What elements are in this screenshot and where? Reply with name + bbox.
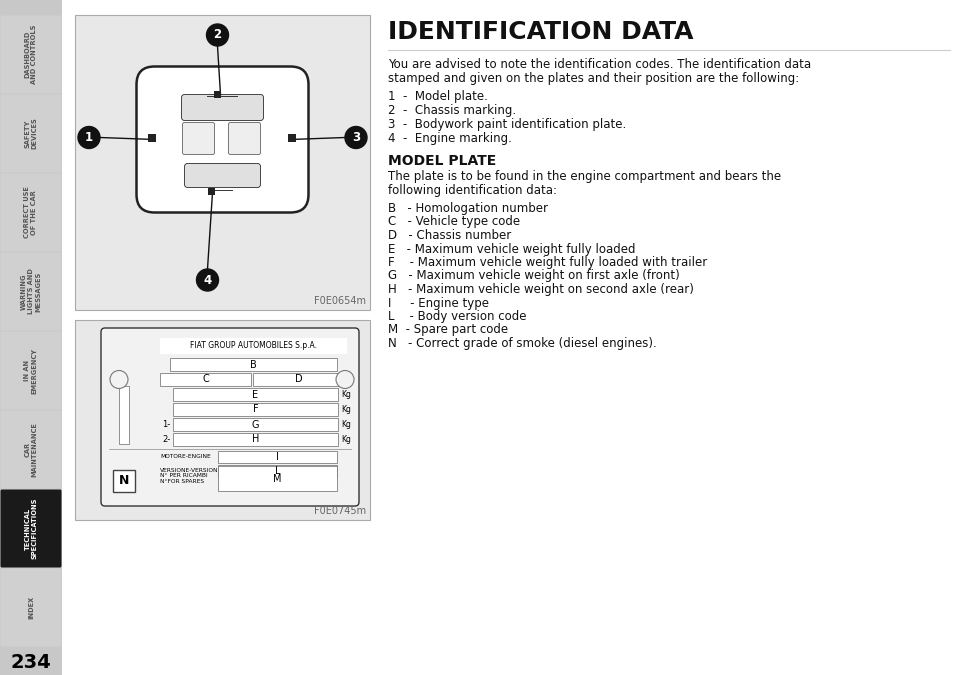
Text: E: E (253, 389, 258, 400)
Text: CAR
MAINTENANCE: CAR MAINTENANCE (25, 422, 37, 477)
Circle shape (206, 24, 229, 46)
Bar (149, 134, 156, 142)
Text: F0E0654m: F0E0654m (314, 296, 366, 306)
FancyBboxPatch shape (101, 328, 358, 506)
Bar (75, 320, 370, 520)
Text: D: D (295, 375, 303, 385)
Text: 4: 4 (203, 273, 212, 286)
Bar (172, 388, 337, 401)
Circle shape (110, 371, 128, 389)
Text: FIAT GROUP AUTOMOBILES S.p.A.: FIAT GROUP AUTOMOBILES S.p.A. (190, 342, 316, 350)
FancyBboxPatch shape (181, 95, 263, 121)
Text: You are advised to note the identification codes. The identification data: You are advised to note the identificati… (388, 58, 810, 71)
Text: E   - Maximum vehicle weight fully loaded: E - Maximum vehicle weight fully loaded (388, 242, 635, 256)
Text: VERSIONE-VERSION: VERSIONE-VERSION (160, 468, 218, 473)
Text: I: I (275, 452, 278, 462)
Text: N: N (119, 475, 129, 487)
FancyBboxPatch shape (1, 489, 61, 568)
FancyBboxPatch shape (229, 122, 260, 155)
Text: G   - Maximum vehicle weight on first axle (front): G - Maximum vehicle weight on first axle… (388, 269, 679, 283)
Bar (75, 15, 370, 310)
FancyBboxPatch shape (1, 252, 61, 331)
Bar (0, 0, 62, 675)
Text: MOTORE-ENGINE: MOTORE-ENGINE (160, 454, 211, 460)
Circle shape (78, 126, 100, 148)
FancyBboxPatch shape (184, 163, 260, 188)
Circle shape (345, 126, 367, 148)
Text: M  - Spare part code: M - Spare part code (388, 323, 508, 337)
Text: B: B (250, 360, 256, 369)
Bar (218, 465, 336, 477)
Bar (209, 188, 215, 194)
Text: MODEL PLATE: MODEL PLATE (388, 154, 496, 168)
Bar (170, 358, 336, 371)
Text: 3  -  Bodywork paint identification plate.: 3 - Bodywork paint identification plate. (388, 118, 625, 131)
Text: B   - Homologation number: B - Homologation number (388, 202, 547, 215)
FancyBboxPatch shape (1, 95, 61, 173)
Text: SAFETY
DEVICES: SAFETY DEVICES (25, 117, 37, 149)
Bar (160, 338, 347, 354)
Text: Kg: Kg (340, 405, 351, 414)
Text: H   - Maximum vehicle weight on second axle (rear): H - Maximum vehicle weight on second axl… (388, 283, 693, 296)
FancyBboxPatch shape (136, 67, 308, 213)
Text: Kg: Kg (340, 420, 351, 429)
Circle shape (196, 269, 218, 291)
Text: TECHNICAL
SPECIFICATIONS: TECHNICAL SPECIFICATIONS (25, 498, 37, 559)
Text: H: H (252, 435, 259, 445)
Text: 2: 2 (213, 28, 221, 41)
FancyBboxPatch shape (1, 173, 61, 252)
Bar (218, 451, 336, 463)
Bar (214, 90, 221, 97)
Bar (172, 418, 337, 431)
FancyBboxPatch shape (182, 122, 214, 155)
Text: G: G (252, 419, 259, 429)
Text: M: M (273, 473, 281, 483)
Text: D   - Chassis number: D - Chassis number (388, 229, 511, 242)
Text: CORRECT USE
OF THE CAR: CORRECT USE OF THE CAR (25, 186, 37, 238)
Bar (288, 134, 296, 142)
Text: I     - Engine type: I - Engine type (388, 296, 489, 310)
Text: 1-: 1- (162, 420, 170, 429)
Bar (172, 433, 337, 446)
Circle shape (335, 371, 354, 389)
FancyBboxPatch shape (1, 331, 61, 410)
Bar (160, 373, 252, 386)
Text: Kg: Kg (340, 390, 351, 399)
Bar (218, 466, 336, 491)
Text: C   - Vehicle type code: C - Vehicle type code (388, 215, 519, 229)
Text: Kg: Kg (340, 435, 351, 444)
FancyBboxPatch shape (1, 410, 61, 489)
Text: following identification data:: following identification data: (388, 184, 557, 197)
Text: WARNING
LIGHTS AND
MESSAGES: WARNING LIGHTS AND MESSAGES (21, 269, 41, 315)
Text: 1: 1 (85, 131, 93, 144)
Text: 4  -  Engine marking.: 4 - Engine marking. (388, 132, 512, 145)
Text: The plate is to be found in the engine compartment and bears the: The plate is to be found in the engine c… (388, 170, 781, 183)
Bar (119, 386, 129, 444)
Text: F    - Maximum vehicle weight fully loaded with trailer: F - Maximum vehicle weight fully loaded … (388, 256, 706, 269)
Text: DASHBOARD
AND CONTROLS: DASHBOARD AND CONTROLS (25, 25, 37, 84)
Text: F: F (253, 404, 258, 414)
Text: 3: 3 (352, 131, 359, 144)
Text: C: C (202, 375, 209, 385)
Text: N° PER RICAMBI
N°FOR SPARES: N° PER RICAMBI N°FOR SPARES (160, 473, 208, 484)
Text: L: L (274, 466, 280, 476)
Bar (112, 470, 135, 492)
FancyBboxPatch shape (1, 568, 61, 647)
Text: L    - Body version code: L - Body version code (388, 310, 526, 323)
FancyBboxPatch shape (1, 16, 61, 94)
Bar (172, 403, 337, 416)
Text: 2  -  Chassis marking.: 2 - Chassis marking. (388, 104, 516, 117)
Text: IDENTIFICATION DATA: IDENTIFICATION DATA (388, 20, 693, 44)
Text: IN AN
EMERGENCY: IN AN EMERGENCY (25, 348, 37, 394)
Bar (253, 373, 345, 386)
Text: 1  -  Model plate.: 1 - Model plate. (388, 90, 487, 103)
Text: 234: 234 (10, 653, 51, 672)
Text: F0E0745m: F0E0745m (314, 506, 366, 516)
Text: stamped and given on the plates and their position are the following:: stamped and given on the plates and thei… (388, 72, 799, 85)
Text: N   - Correct grade of smoke (diesel engines).: N - Correct grade of smoke (diesel engin… (388, 337, 656, 350)
Text: 2-: 2- (162, 435, 170, 444)
Text: INDEX: INDEX (28, 596, 34, 619)
